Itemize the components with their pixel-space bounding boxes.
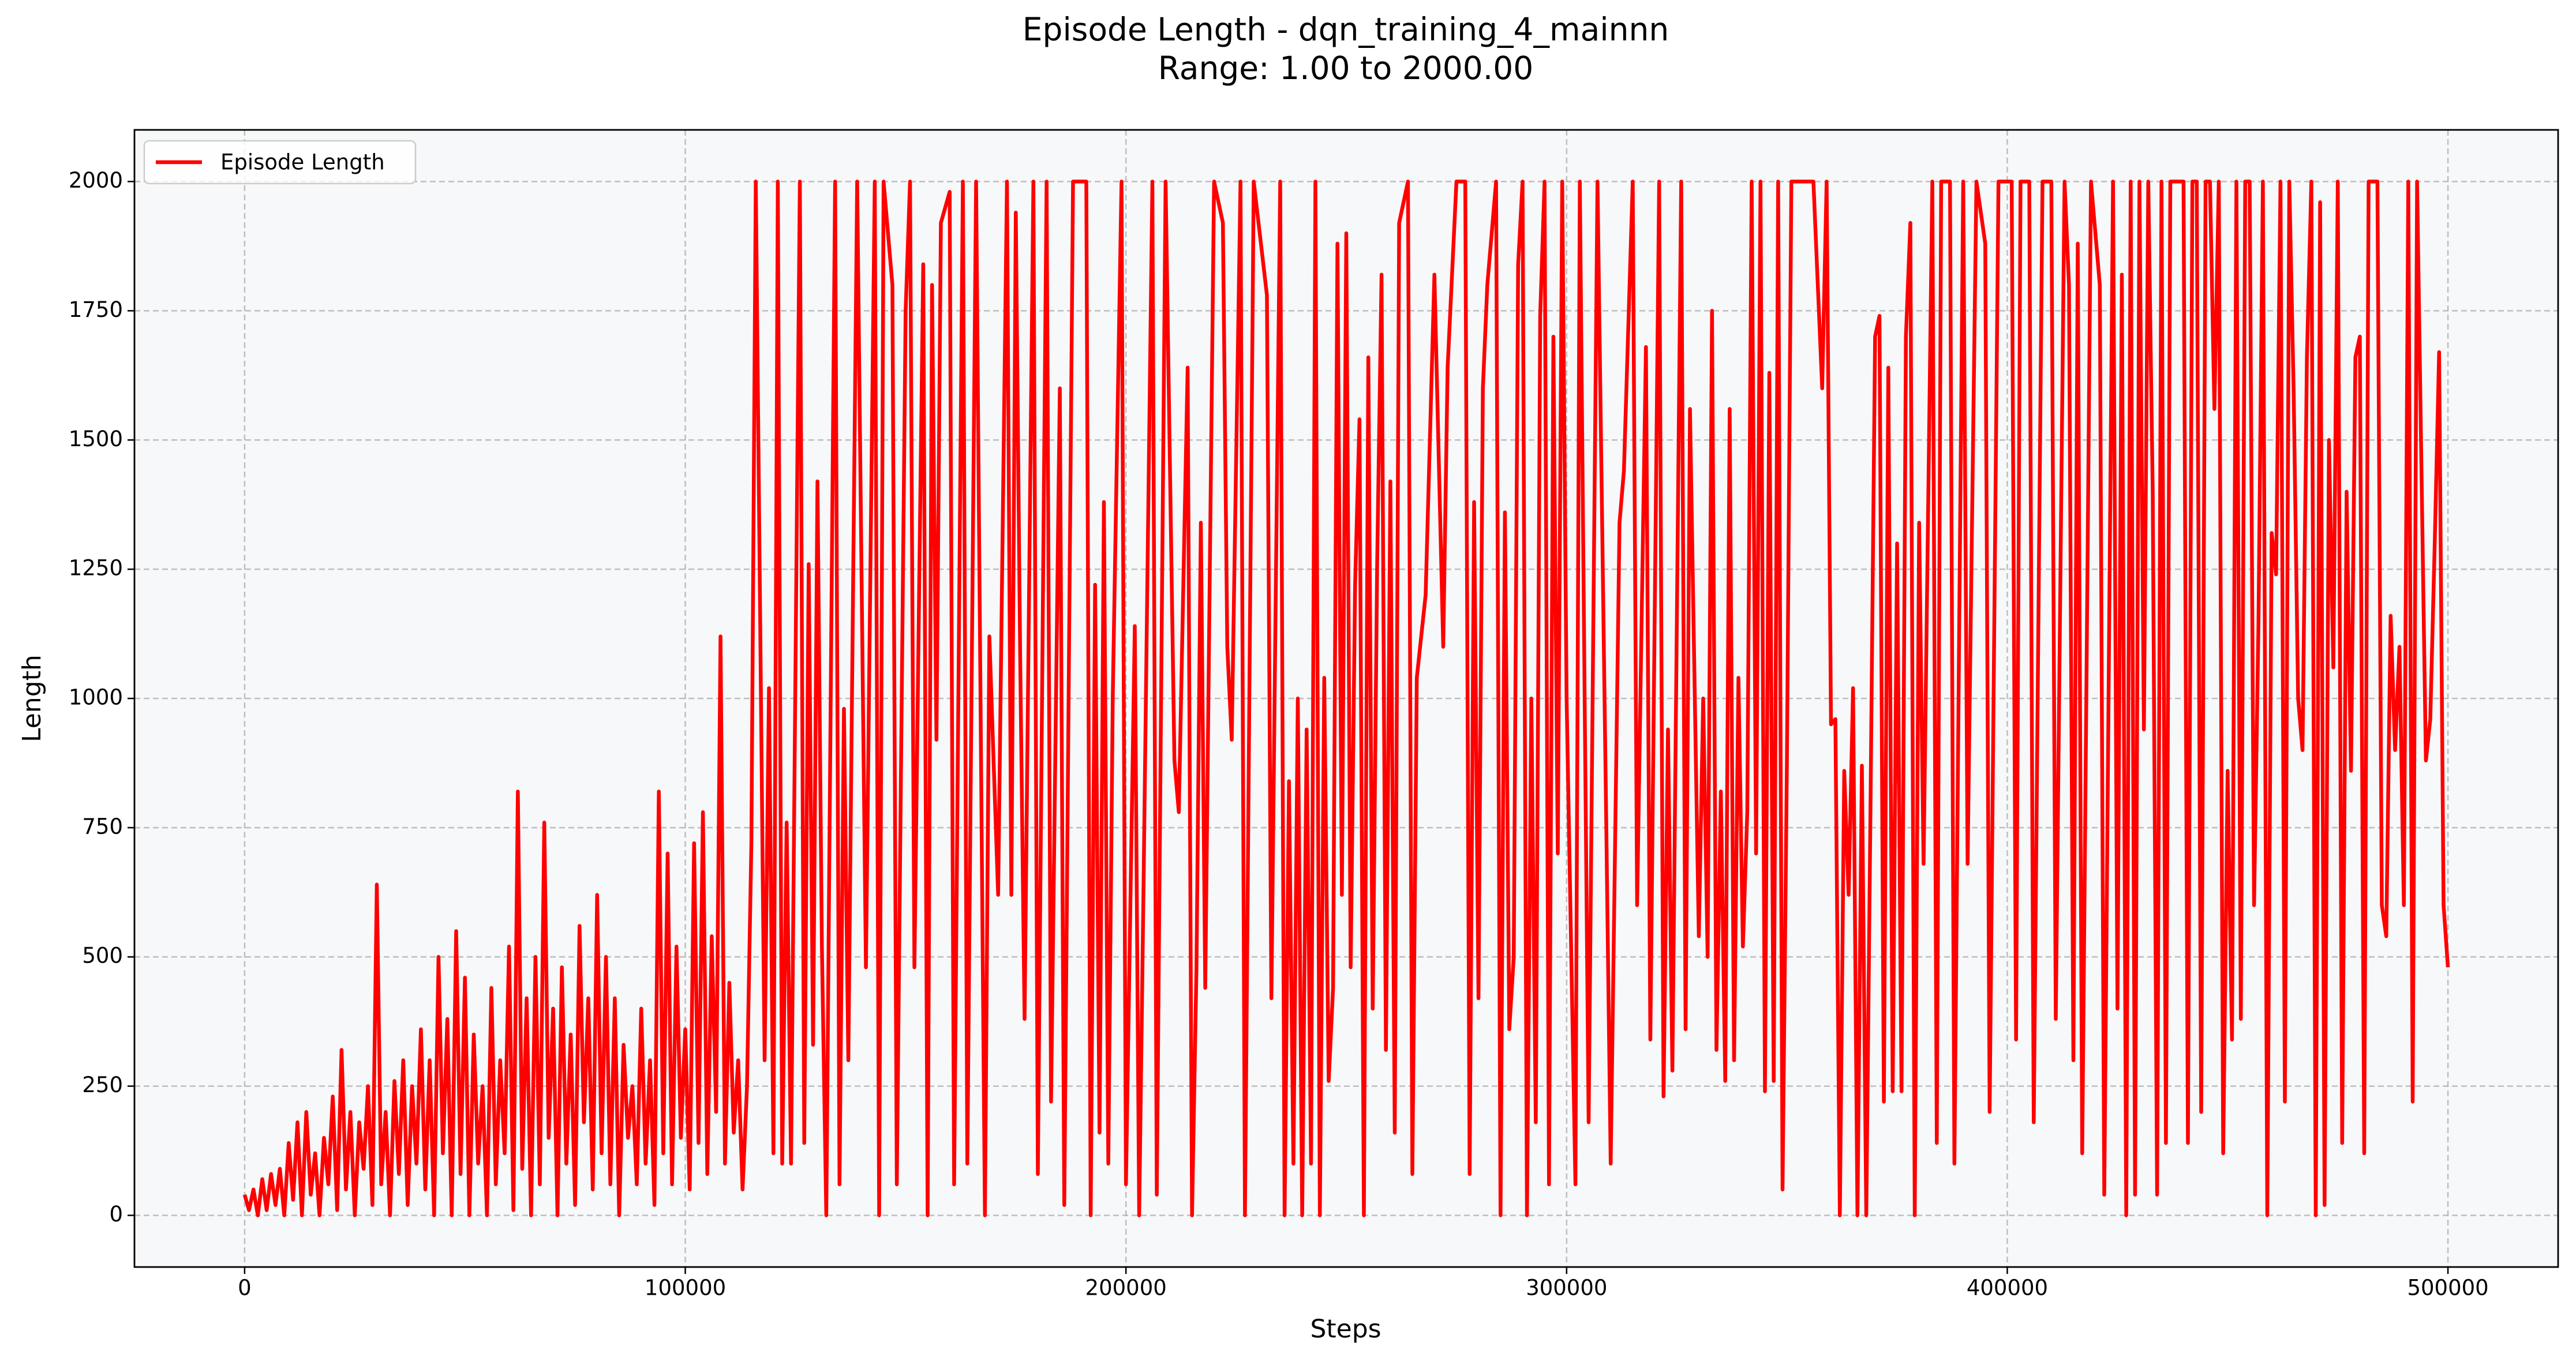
y-tick-label: 500 [82, 943, 123, 968]
x-tick-label: 500000 [2407, 1276, 2488, 1301]
y-axis-label: Length [17, 655, 47, 742]
grid [134, 130, 2558, 1267]
x-tick-label: 0 [238, 1276, 252, 1301]
x-tick-label: 400000 [1967, 1276, 2048, 1301]
y-tick-label: 1250 [69, 556, 123, 581]
y-tick-label: 250 [82, 1072, 123, 1097]
y-tick-label: 750 [82, 814, 123, 839]
chart-title: Episode Length - dqn_training_4_mainnn [1023, 11, 1669, 48]
y-tick-label: 1000 [69, 685, 123, 710]
legend: Episode Length [143, 140, 417, 185]
y-tick-label: 2000 [69, 168, 123, 193]
ticks: 0 100000 200000 300000 400000 500000 0 250 500 75… [69, 168, 2489, 1300]
data-line [242, 180, 2450, 1217]
x-tick-label: 300000 [1526, 1276, 1607, 1301]
y-tick-label: 1500 [69, 427, 123, 451]
y-tick-label: 0 [109, 1202, 123, 1227]
lines [242, 180, 2450, 1217]
legend-label: Episode Length [220, 150, 385, 175]
x-tick-label: 100000 [645, 1276, 726, 1301]
chart-subtitle: Range: 1.00 to 2000.00 [1158, 50, 1533, 87]
legend-box [143, 140, 417, 185]
x-axis-label: Steps [1310, 1314, 1381, 1344]
x-tick-label: 200000 [1085, 1276, 1167, 1301]
y-tick-label: 1750 [69, 297, 123, 322]
